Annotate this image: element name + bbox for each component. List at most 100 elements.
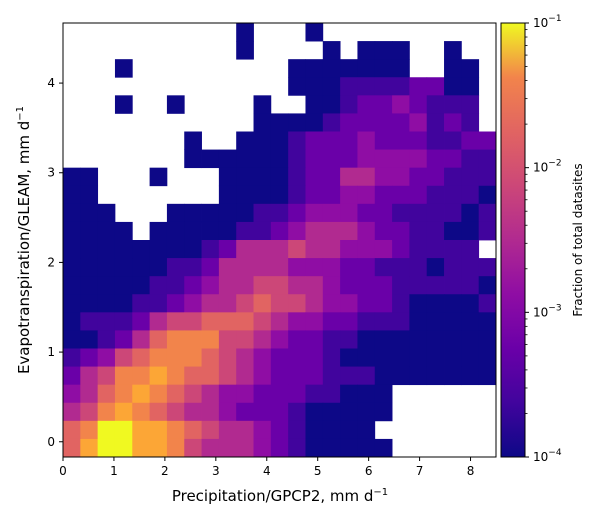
- heatmap-cell: [97, 330, 116, 349]
- heatmap-cell: [357, 77, 376, 96]
- heatmap-cell: [201, 294, 220, 313]
- heatmap-cell: [80, 167, 99, 187]
- heatmap-cell: [288, 384, 306, 404]
- heatmap-cell: [218, 276, 237, 295]
- heatmap-cell: [426, 185, 445, 205]
- heatmap-cell: [63, 312, 81, 331]
- heatmap-cell: [149, 167, 168, 187]
- heatmap-cell: [392, 330, 410, 349]
- heatmap-cell: [374, 276, 393, 295]
- heatmap-cell: [444, 258, 462, 277]
- heatmap-cell: [80, 330, 99, 349]
- heatmap-cell: [166, 221, 185, 241]
- heatmap-cell: [236, 258, 254, 277]
- heatmap-cell: [357, 203, 376, 223]
- heatmap-cell: [374, 438, 393, 458]
- heatmap-cell: [288, 330, 306, 349]
- heatmap-cell: [374, 185, 393, 205]
- heatmap-cell: [340, 384, 358, 404]
- heatmap-cell: [409, 258, 428, 277]
- heatmap-cell: [409, 149, 428, 169]
- heatmap-cell: [340, 240, 358, 259]
- heatmap-cell: [218, 366, 237, 386]
- heatmap-cell: [426, 221, 445, 241]
- heatmap-cell: [132, 402, 150, 422]
- heatmap-cell: [201, 402, 220, 422]
- heatmap-cell: [392, 167, 410, 187]
- heatmap-cell: [444, 276, 462, 295]
- heatmap-cell: [478, 312, 497, 331]
- heatmap-cell: [270, 348, 289, 367]
- heatmap-cell: [409, 312, 428, 331]
- heatmap-cell: [461, 294, 480, 313]
- heatmap-cell: [114, 294, 133, 313]
- heatmap-cell: [236, 294, 254, 313]
- colorbar-tick-label: 10−3: [533, 303, 562, 319]
- heatmap-cell: [426, 240, 445, 259]
- heatmap-cell: [288, 348, 306, 367]
- heatmap-cell: [201, 348, 220, 367]
- heatmap-cell: [97, 240, 116, 259]
- heatmap-cell: [80, 438, 99, 458]
- heatmap-cell: [97, 384, 116, 404]
- heatmap-cell: [288, 167, 306, 187]
- heatmap-cell: [322, 348, 341, 367]
- heatmap-cell: [218, 348, 237, 367]
- heatmap-cell: [357, 330, 376, 349]
- heatmap-cell: [114, 95, 133, 114]
- x-tick-label: 2: [161, 464, 169, 478]
- heatmap-cell: [478, 185, 497, 205]
- heatmap-cell: [80, 348, 99, 367]
- heatmap-cell: [184, 149, 202, 169]
- heatmap-cell: [114, 276, 133, 295]
- heatmap-cell: [392, 258, 410, 277]
- heatmap-cell: [166, 258, 185, 277]
- heatmap-cell: [63, 438, 81, 458]
- heatmap-cell: [392, 221, 410, 241]
- heatmap-cell: [97, 203, 116, 223]
- heatmap-cell: [166, 348, 185, 367]
- heatmap-cell: [288, 258, 306, 277]
- heatmap-cell: [132, 366, 150, 386]
- heatmap-cell: [288, 438, 306, 458]
- heatmap-cell: [305, 258, 324, 277]
- heatmap-cell: [218, 240, 237, 259]
- heatmap-cell: [253, 95, 272, 114]
- heatmap-cell: [132, 312, 150, 331]
- heatmap-cell: [270, 149, 289, 169]
- heatmap-cell: [149, 438, 168, 458]
- heatmap-cell: [114, 59, 133, 78]
- heatmap-cell: [218, 294, 237, 313]
- y-tick-label: 1: [47, 345, 55, 359]
- heatmap-cell: [322, 438, 341, 458]
- heatmap-cell: [426, 348, 445, 367]
- heatmap-cell: [322, 95, 341, 114]
- heatmap-cell: [392, 59, 410, 78]
- heatmap-cell: [201, 221, 220, 241]
- heatmap-cell: [63, 167, 81, 187]
- heatmap-cell: [322, 420, 341, 440]
- heatmap-cell: [236, 131, 254, 150]
- heatmap-cell: [288, 402, 306, 422]
- heatmap-cell: [392, 312, 410, 331]
- heatmap-cell: [114, 402, 133, 422]
- heatmap-cell: [305, 438, 324, 458]
- y-axis: 0 1 2 3 4: [47, 76, 63, 449]
- heatmap-cell: [63, 294, 81, 313]
- y-axis-label: Evapotranspiration/GLEAM, mm d−1: [15, 106, 33, 374]
- heatmap-cell: [184, 438, 202, 458]
- heatmap-cell: [444, 131, 462, 150]
- heatmap-cell: [374, 221, 393, 241]
- colorbar: [500, 22, 526, 458]
- heatmap-cell: [444, 77, 462, 96]
- heatmap-cell: [184, 348, 202, 367]
- heatmap-cell: [201, 203, 220, 223]
- heatmap-cell: [357, 258, 376, 277]
- heatmap-cell: [114, 366, 133, 386]
- heatmap-cell: [270, 330, 289, 349]
- heatmap-cell: [444, 330, 462, 349]
- heatmap-cell: [184, 420, 202, 440]
- heatmap-cell: [184, 258, 202, 277]
- heatmap-cell: [478, 276, 497, 295]
- heatmap-cell: [444, 366, 462, 386]
